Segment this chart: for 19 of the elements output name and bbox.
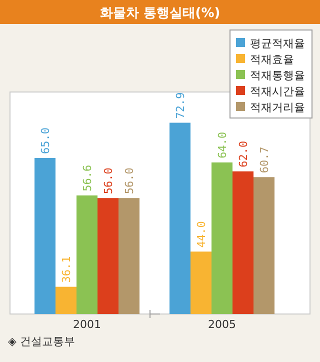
legend-label: 적재시간율 bbox=[250, 85, 305, 98]
legend-label: 적재통행율 bbox=[250, 69, 305, 82]
chart-title: 화물차 통행실태(%) bbox=[100, 6, 220, 21]
legend-label: 평균적재율 bbox=[250, 37, 305, 50]
data-label: 44.0 bbox=[195, 221, 208, 248]
data-label: 60.7 bbox=[258, 146, 271, 174]
data-label: 56.0 bbox=[123, 168, 136, 194]
data-label: 72.9 bbox=[174, 92, 187, 119]
data-label: 62.0 bbox=[237, 140, 250, 168]
data-label: 65.0 bbox=[39, 127, 52, 154]
x-tick-label: 2005 bbox=[208, 318, 236, 331]
x-tick-label: 2001 bbox=[73, 318, 101, 331]
data-label: 36.1 bbox=[60, 256, 73, 283]
data-label: 56.6 bbox=[81, 164, 94, 192]
data-label: 64.0 bbox=[216, 132, 229, 158]
legend-label: 적재거리율 bbox=[250, 101, 305, 114]
data-label: 56.0 bbox=[102, 168, 115, 194]
legend-label: 적재효율 bbox=[250, 53, 294, 66]
text: ◈ 건설교통부 bbox=[8, 335, 75, 348]
